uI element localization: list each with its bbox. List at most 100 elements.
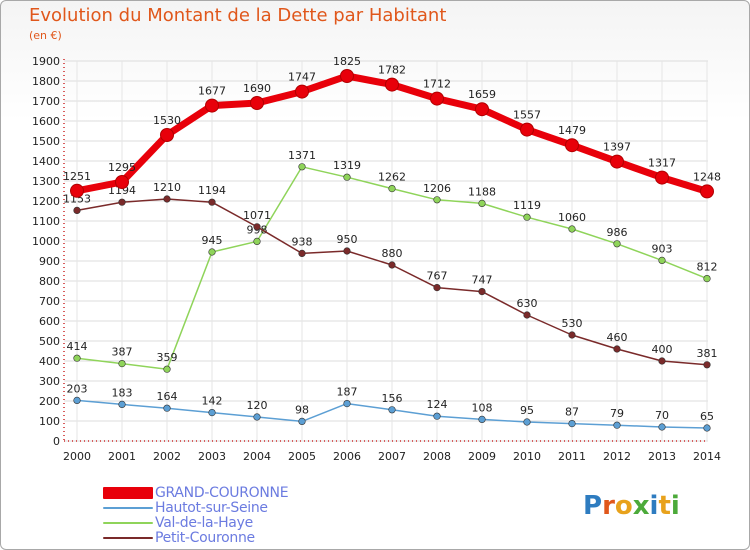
chart-title: Evolution du Montant de la Dette par Hab… [29,5,447,26]
data-point [118,400,126,409]
data-point [388,261,396,269]
logo-letter: P [583,491,603,521]
data-point [163,195,171,203]
data-label: 70 [655,409,669,422]
data-point [568,225,576,233]
x-tick-label: 2013 [648,450,676,463]
data-label: 880 [382,247,403,260]
data-label: 156 [382,392,403,405]
logo-letter: t [658,491,671,521]
data-point [430,91,444,106]
data-label: 1251 [63,170,91,183]
data-label: 903 [652,242,673,255]
data-point [118,360,126,368]
data-point [343,247,351,255]
data-label: 1153 [63,192,91,205]
data-label: 108 [472,401,493,414]
data-point [253,223,261,231]
data-label: 1659 [468,88,496,101]
data-label: 1295 [108,161,136,174]
data-label: 1690 [243,82,271,95]
data-label: 1060 [558,211,586,224]
data-point [298,163,306,171]
x-tick-label: 2006 [333,450,361,463]
data-label: 124 [427,398,448,411]
legend-swatch-grand-couronne [103,487,153,499]
data-point [298,249,306,257]
data-label: 1530 [153,114,181,127]
data-point [253,413,261,421]
legend-swatch-petit-couronne [103,537,153,539]
data-point [520,122,534,137]
data-point [163,365,171,373]
x-tick-label: 2004 [243,450,271,463]
data-point [523,213,531,221]
x-tick-label: 2008 [423,450,451,463]
data-point [613,421,621,429]
data-point [343,173,351,181]
data-label: 400 [652,343,673,356]
data-label: 1825 [333,55,361,68]
legend-swatch-val-de-la-haye [103,522,153,524]
data-label: 812 [697,261,718,274]
data-point [388,406,396,414]
data-point [208,409,216,417]
data-point [118,198,126,206]
data-point [115,175,129,189]
y-tick-label: 300 [39,375,60,388]
data-point [253,237,261,245]
data-label: 530 [562,317,583,330]
x-tick-label: 2010 [513,450,541,463]
legend-item-hautot-sur-seine: Hautot-sur-Seine [103,500,343,516]
data-label: 950 [337,233,358,246]
data-point [655,170,669,185]
legend-item-grand-couronne: GRAND-COURONNE [103,485,343,501]
data-point [340,69,354,83]
data-point [295,84,309,99]
data-point [478,415,486,424]
legend-item-val-de-la-haye: Val-de-la-Haye [103,515,343,531]
data-label: 1248 [693,170,721,183]
data-label: 203 [67,382,88,395]
data-point [568,420,576,428]
y-tick-label: 100 [39,415,60,428]
data-label: 414 [67,340,88,353]
y-tick-label: 1700 [32,95,60,108]
data-label: 183 [112,386,133,399]
data-label: 65 [700,410,714,423]
x-tick-label: 2012 [603,450,631,463]
data-point [658,423,666,431]
data-point [610,154,624,169]
data-label: 187 [337,386,358,399]
x-tick-label: 2003 [198,450,226,463]
data-label: 1262 [378,171,406,184]
x-tick-label: 2009 [468,450,496,463]
data-label: 1677 [198,85,226,98]
data-point [343,400,351,408]
data-label: 142 [202,395,223,408]
logo-letter: i [649,491,659,521]
data-label: 1210 [153,181,181,194]
data-point [163,404,171,412]
data-label: 460 [607,331,628,344]
data-label: 87 [565,406,579,419]
data-point [433,284,441,292]
legend-swatch-hautot-sur-seine [103,507,153,509]
legend-label: Hautot-sur-Seine [155,500,268,516]
data-label: 1479 [558,124,586,137]
data-label: 1194 [108,184,136,197]
legend-item-petit-couronne: Petit-Couronne [103,530,343,546]
data-label: 98 [295,403,309,416]
y-tick-label: 1800 [32,75,60,88]
data-point [478,288,486,296]
data-label: 1371 [288,149,316,162]
legend-label: Val-de-la-Haye [155,515,253,531]
y-tick-label: 200 [39,395,60,408]
data-point [478,199,486,207]
chart-subtitle: (en €) [29,29,62,42]
x-tick-label: 2007 [378,450,406,463]
data-label: 1188 [468,185,496,198]
x-tick-label: 2005 [288,450,316,463]
